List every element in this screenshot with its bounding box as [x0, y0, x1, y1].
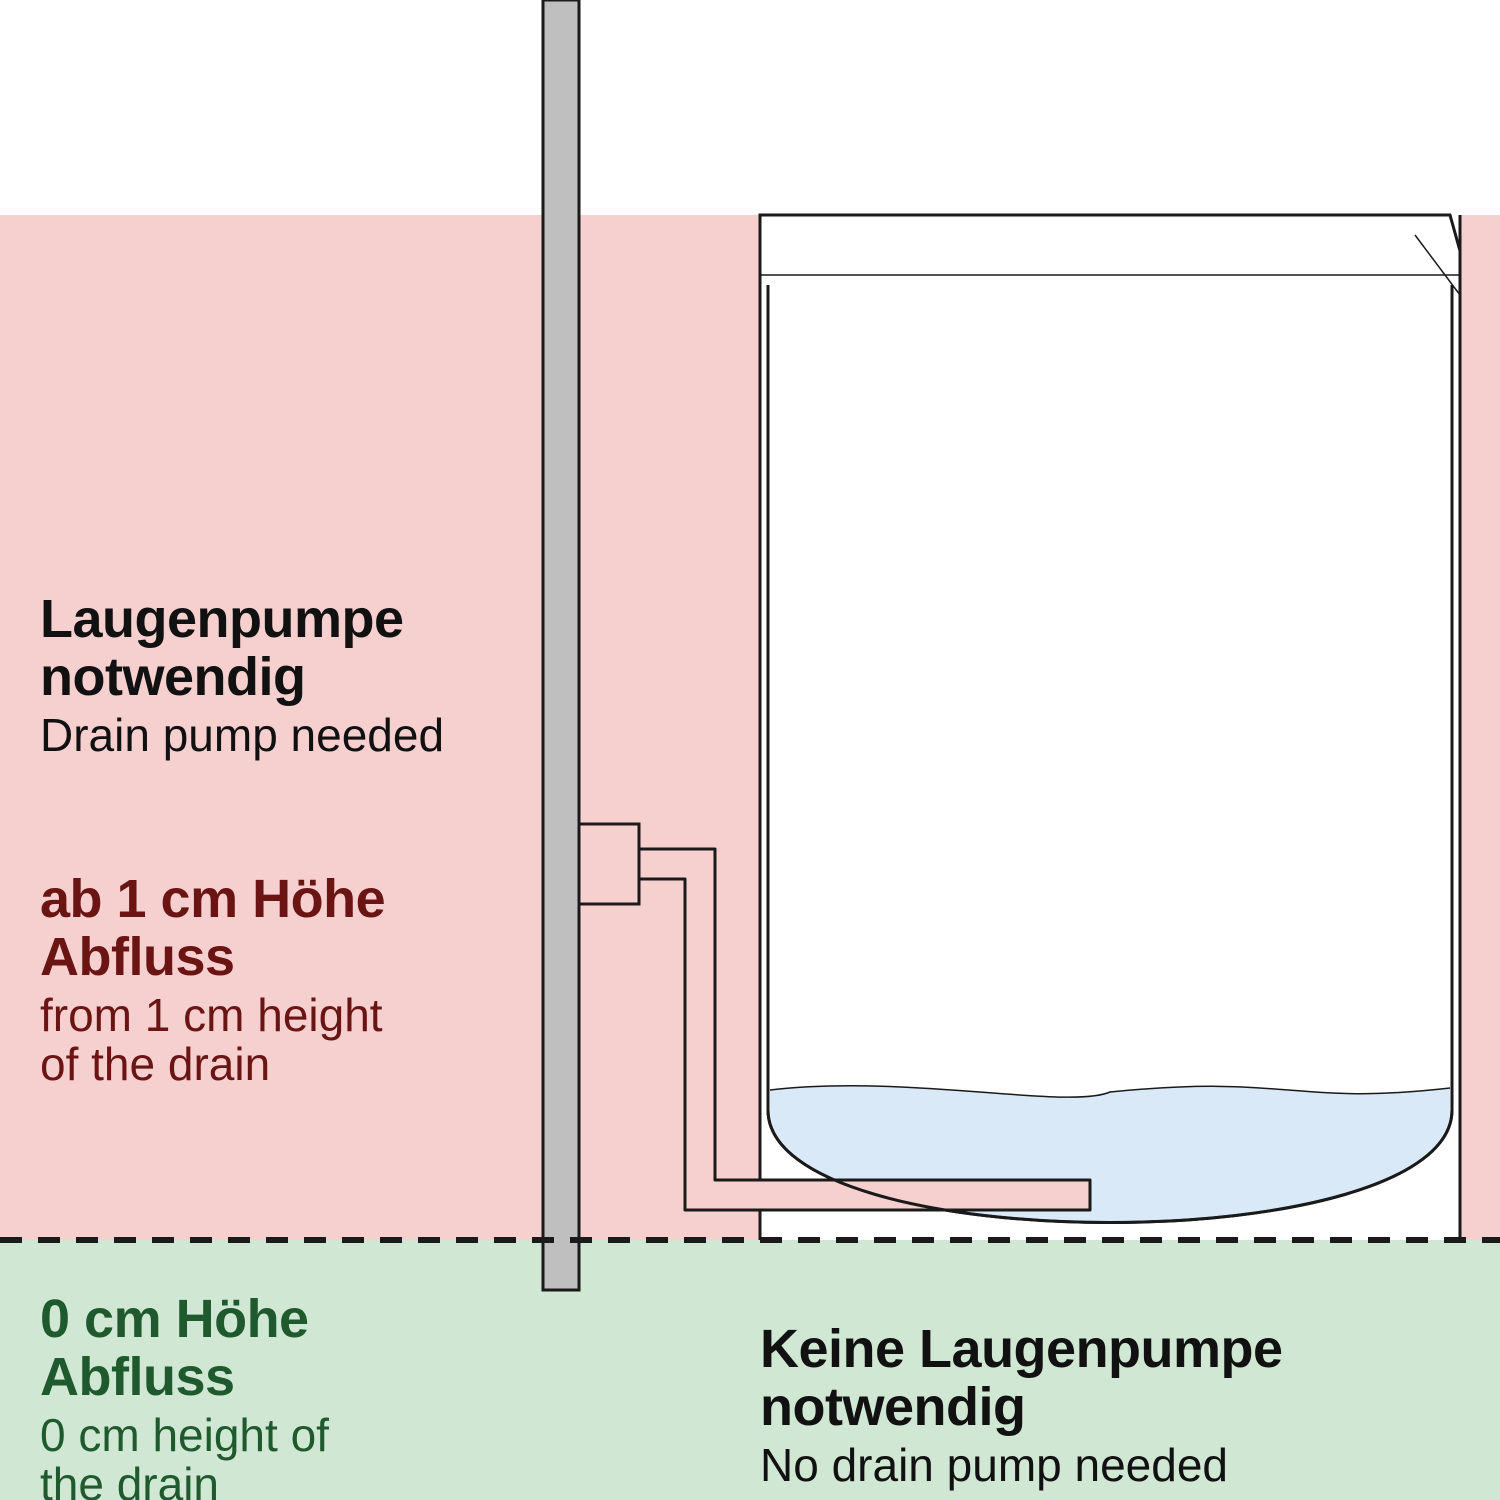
pump-needed-en: Drain pump needed [40, 711, 444, 761]
zero-height-en-2: the drain [40, 1460, 329, 1500]
from-height-de-2: Abfluss [40, 928, 385, 986]
standpipe [543, 0, 579, 1290]
zero-height-en-1: 0 cm height of [40, 1411, 329, 1461]
label-from-height: ab 1 cm HöheAbflussfrom 1 cm heightof th… [40, 870, 385, 1090]
from-height-de-1: ab 1 cm Höhe [40, 870, 385, 928]
zero-height-de-1: 0 cm Höhe [40, 1290, 329, 1348]
no-pump-de-2: notwendig [760, 1378, 1283, 1436]
from-height-en-2: of the drain [40, 1040, 385, 1090]
pump-needed-de-2: notwendig [40, 648, 444, 706]
label-zero-height: 0 cm HöheAbfluss0 cm height ofthe drain [40, 1290, 329, 1500]
pump-needed-de-1: Laugenpumpe [40, 590, 444, 648]
from-height-en-1: from 1 cm height [40, 991, 385, 1041]
standpipe-tee [579, 824, 639, 904]
no-pump-de-1: Keine Laugenpumpe [760, 1320, 1283, 1378]
no-pump-en: No drain pump needed [760, 1441, 1283, 1491]
zero-height-de-2: Abfluss [40, 1348, 329, 1406]
label-no-pump: Keine LaugenpumpenotwendigNo drain pump … [760, 1320, 1283, 1490]
label-pump-needed: LaugenpumpenotwendigDrain pump needed [40, 590, 444, 760]
